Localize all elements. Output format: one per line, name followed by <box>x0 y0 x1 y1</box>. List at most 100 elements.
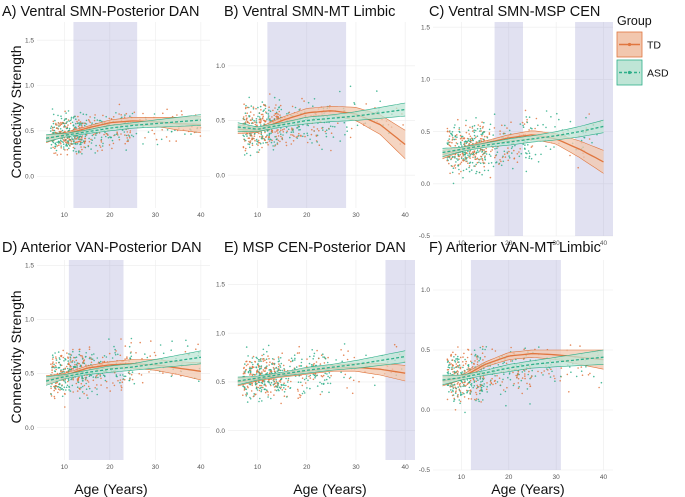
scatter-point-asd <box>69 356 72 359</box>
scatter-point-td <box>67 124 69 126</box>
scatter-point-asd <box>265 389 268 391</box>
scatter-point-td <box>450 363 452 365</box>
scatter-point-td <box>251 366 254 368</box>
scatter-point-asd <box>128 135 131 137</box>
scatter-point-td <box>76 141 78 143</box>
scatter-point-td <box>263 370 266 373</box>
scatter-point-asd <box>91 358 94 361</box>
scatter-point-td <box>264 139 267 141</box>
scatter-point-td <box>446 127 449 130</box>
scatter-point-asd <box>81 391 84 393</box>
scatter-point-asd <box>482 399 484 401</box>
scatter-point-asd <box>286 113 288 115</box>
scatter-point-asd <box>90 148 92 150</box>
scatter-point-td <box>251 382 253 385</box>
scatter-point-td <box>481 352 484 355</box>
scatter-point-td <box>291 127 293 129</box>
scatter-point-asd <box>504 390 507 393</box>
scatter-point-asd <box>478 161 480 164</box>
scatter-point-td <box>468 142 471 145</box>
scatter-point-td <box>446 159 449 162</box>
scatter-point-asd <box>306 387 308 389</box>
scatter-point-td <box>121 381 124 384</box>
scatter-point-asd <box>323 356 326 359</box>
scatter-point-asd <box>261 373 263 375</box>
scatter-point-asd <box>93 117 96 119</box>
x-tick-label: 20 <box>303 212 311 219</box>
scatter-point-asd <box>273 118 276 121</box>
scatter-point-asd <box>74 126 77 128</box>
scatter-point-asd <box>298 125 300 128</box>
scatter-point-asd <box>114 348 116 351</box>
scatter-point-asd <box>132 135 135 138</box>
scatter-point-asd <box>122 378 125 380</box>
scatter-point-asd <box>66 144 68 147</box>
scatter-point-td <box>126 137 128 139</box>
scatter-point-td <box>263 119 266 122</box>
scatter-point-td <box>103 133 105 136</box>
scatter-point-td <box>84 137 86 140</box>
scatter-point-asd <box>558 118 560 121</box>
scatter-point-asd <box>279 131 281 133</box>
scatter-point-asd <box>494 148 496 150</box>
scatter-point-asd <box>70 118 73 120</box>
scatter-point-asd <box>170 130 173 133</box>
scatter-point-asd <box>475 170 478 173</box>
scatter-point-td <box>281 129 284 131</box>
scatter-point-asd <box>473 380 476 382</box>
scatter-point-asd <box>530 157 533 160</box>
scatter-point-td <box>518 151 520 153</box>
scatter-point-td <box>254 361 257 363</box>
scatter-point-td <box>123 378 126 381</box>
scatter-point-td <box>253 137 255 140</box>
scatter-point-td <box>455 363 458 365</box>
scatter-point-td <box>153 351 156 354</box>
scatter-point-asd <box>267 138 270 140</box>
scatter-point-asd <box>133 382 136 385</box>
scatter-point-asd <box>457 153 459 156</box>
x-tick-label: 10 <box>458 240 466 247</box>
scatter-point-td <box>51 365 54 368</box>
scatter-point-td <box>78 376 80 379</box>
scatter-point-asd <box>328 372 331 374</box>
scatter-point-td <box>300 135 302 137</box>
scatter-point-asd <box>277 358 280 360</box>
scatter-point-asd <box>479 346 482 349</box>
scatter-point-asd <box>483 121 485 124</box>
scatter-point-td <box>312 378 315 381</box>
scatter-point-asd <box>294 367 296 370</box>
scatter-point-td <box>53 389 55 392</box>
scatter-point-asd <box>349 85 352 88</box>
scatter-point-td <box>162 372 164 374</box>
scatter-point-asd <box>67 110 70 112</box>
scatter-point-td <box>452 386 454 388</box>
scatter-point-asd <box>258 149 261 151</box>
scatter-point-asd <box>99 360 102 363</box>
scatter-point-td <box>133 111 136 114</box>
scatter-point-asd <box>585 116 587 119</box>
scatter-point-td <box>62 349 64 352</box>
scatter-point-td <box>55 356 57 358</box>
scatter-point-td <box>351 392 354 395</box>
scatter-point-td <box>474 360 476 362</box>
legend: Group TD ASD <box>616 14 669 86</box>
scatter-point-asd <box>343 376 345 379</box>
scatter-point-asd <box>131 134 133 137</box>
scatter-point-asd <box>478 140 480 142</box>
scatter-point-td <box>124 358 126 360</box>
scatter-point-td <box>517 373 519 376</box>
scatter-point-asd <box>81 380 84 382</box>
scatter-point-td <box>274 112 277 115</box>
scatter-point-asd <box>104 131 106 134</box>
scatter-point-td <box>79 140 82 143</box>
scatter-point-asd <box>243 135 245 138</box>
x-tick-label: 40 <box>600 474 608 481</box>
scatter-point-asd <box>50 125 53 128</box>
scatter-point-asd <box>476 149 479 151</box>
panel-title: F) Anterior VAN-MT Limbic <box>429 240 601 256</box>
scatter-point-asd <box>265 358 268 361</box>
scatter-point-td <box>308 375 310 378</box>
scatter-point-td <box>264 359 266 362</box>
scatter-point-td <box>242 372 245 375</box>
scatter-point-asd <box>246 152 248 155</box>
